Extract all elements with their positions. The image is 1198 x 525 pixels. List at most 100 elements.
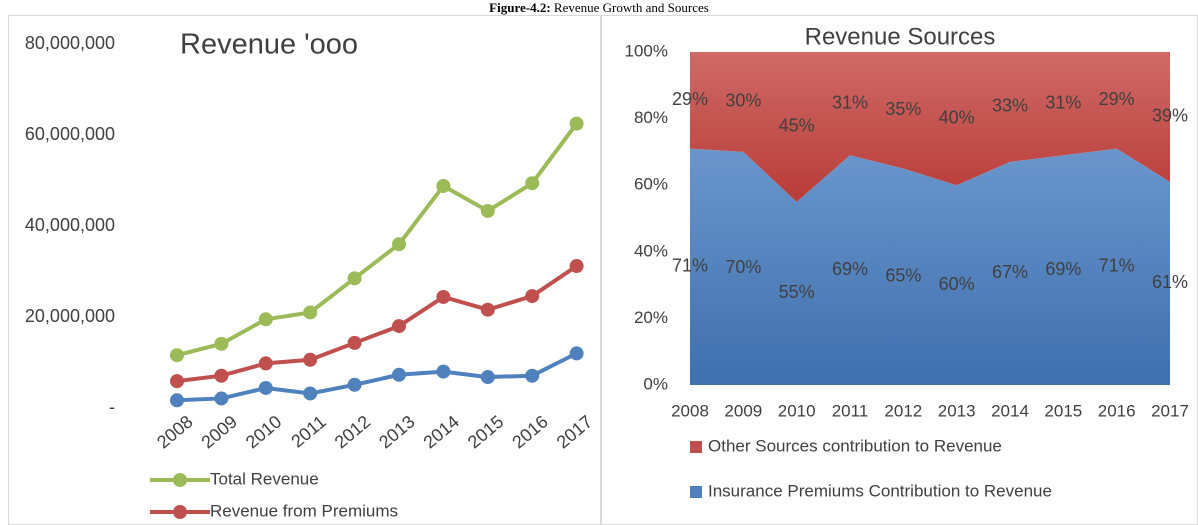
legend-label: Revenue from Premiums: [210, 501, 398, 520]
x-tick-label: 2009: [197, 411, 241, 452]
x-tick-label: 2016: [1098, 401, 1136, 420]
y-tick-label: 80,000,000: [25, 33, 115, 53]
y-tick-label: 100%: [625, 41, 668, 60]
figure-caption: Figure-4.2: Revenue Growth and Sources: [0, 0, 1198, 15]
data-label: 69%: [832, 259, 868, 279]
point: [258, 312, 273, 327]
y-tick-label: 20,000,000: [25, 306, 115, 326]
x-tick-label: 2012: [331, 411, 375, 452]
point: [480, 302, 495, 317]
y-tick-label: 0%: [643, 374, 668, 393]
y-tick-label: -: [109, 397, 115, 417]
area: [690, 148, 1170, 385]
legend-swatch: [690, 441, 702, 453]
point: [480, 203, 495, 218]
x-tick-label: 2017: [553, 411, 597, 452]
point: [392, 237, 406, 252]
x-tick-label: 2010: [242, 411, 286, 452]
legend-label: Other Sources contribution to Revenue: [708, 436, 1002, 455]
series-line: [176, 351, 578, 403]
x-tick-label: 2015: [1044, 401, 1082, 420]
data-label: 40%: [939, 107, 975, 127]
point: [569, 116, 584, 131]
x-tick-label: 2011: [832, 401, 869, 420]
data-label: 60%: [939, 274, 975, 294]
legend-label: Total Revenue: [210, 469, 319, 488]
data-label: 55%: [779, 282, 815, 302]
y-tick-label: 40,000,000: [25, 215, 115, 235]
series-line: [176, 264, 578, 384]
data-label: 71%: [672, 256, 708, 276]
point: [347, 335, 362, 350]
point: [214, 336, 229, 351]
series-line: [176, 122, 579, 358]
legend-swatch: [690, 486, 702, 498]
x-tick-label: 2017: [1151, 401, 1189, 420]
x-tick-label: 2011: [287, 411, 330, 451]
data-label: 71%: [1099, 256, 1135, 276]
point: [436, 364, 451, 379]
x-tick-label: 2009: [724, 401, 762, 420]
left-frame: [8, 15, 601, 525]
data-label: 30%: [725, 91, 761, 111]
x-tick-label: 2014: [419, 411, 463, 452]
x-tick-label: 2008: [671, 401, 709, 420]
legend-marker: [173, 505, 187, 519]
data-label: 65%: [885, 266, 921, 286]
point: [303, 305, 318, 320]
x-tick-label: 2014: [991, 401, 1029, 420]
data-label: 39%: [1152, 106, 1188, 126]
data-label: 45%: [779, 116, 815, 136]
data-label: 61%: [1152, 272, 1188, 292]
data-label: 31%: [832, 92, 868, 112]
point: [170, 393, 184, 408]
data-label: 29%: [1099, 89, 1135, 109]
chart-title: Revenue 'ooo: [180, 29, 358, 61]
point: [525, 176, 540, 191]
point: [170, 348, 184, 363]
point: [436, 289, 451, 304]
x-tick-label: 2015: [464, 411, 508, 452]
data-label: 35%: [885, 99, 921, 119]
x-tick-label: 2012: [884, 401, 922, 420]
y-tick-label: 40%: [634, 241, 668, 260]
point: [525, 368, 540, 383]
point: [480, 370, 495, 385]
y-tick-label: 80%: [634, 108, 668, 127]
point: [569, 346, 584, 361]
point: [258, 356, 273, 371]
point: [392, 319, 406, 334]
point: [525, 289, 540, 304]
point: [347, 271, 362, 286]
point: [258, 380, 273, 395]
data-label: 69%: [1045, 259, 1081, 279]
area: [690, 52, 1170, 202]
data-label: 70%: [725, 257, 761, 277]
point: [214, 391, 229, 406]
x-tick-label: 2010: [778, 401, 816, 420]
caption-label: Figure-4.2:: [489, 0, 551, 15]
legend-marker: [173, 473, 187, 487]
point: [347, 377, 362, 392]
x-tick-label: 2016: [508, 411, 552, 452]
x-tick-label: 2013: [938, 401, 976, 420]
data-label: 31%: [1045, 92, 1081, 112]
point: [436, 178, 451, 193]
data-label: 33%: [992, 96, 1028, 116]
legend-label: Insurance Premiums Contribution to Reven…: [708, 481, 1052, 500]
chart-title: Revenue Sources: [805, 23, 996, 50]
point: [303, 352, 318, 367]
point: [569, 259, 584, 274]
y-tick-label: 60%: [634, 175, 668, 194]
caption-text: Revenue Growth and Sources: [553, 0, 709, 15]
point: [392, 367, 406, 382]
point: [303, 386, 318, 401]
y-tick-label: 60,000,000: [25, 124, 115, 144]
point: [170, 374, 184, 389]
data-label: 67%: [992, 262, 1028, 282]
x-tick-label: 2008: [153, 411, 197, 452]
x-tick-label: 2013: [375, 411, 419, 452]
data-label: 29%: [672, 89, 708, 109]
